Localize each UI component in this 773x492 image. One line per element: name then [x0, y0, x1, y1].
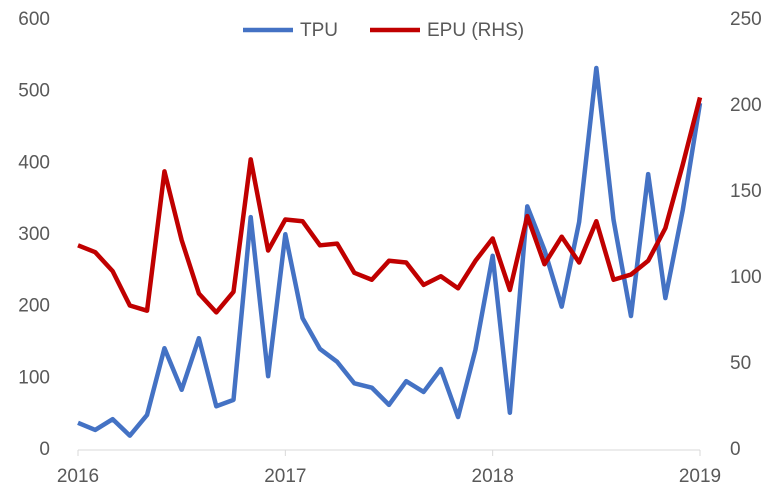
y2-tick-label: 250 [730, 9, 762, 30]
series-line [77, 65, 703, 438]
y-tick-label: 200 [18, 296, 50, 317]
x-tick-label: 2019 [679, 466, 721, 487]
y-tick-label: 400 [18, 152, 50, 173]
x-tick-label: 2018 [472, 466, 514, 487]
y2-tick-label: 0 [730, 439, 741, 460]
y-tick-label: 300 [18, 224, 50, 245]
y2-tick-label: 100 [730, 267, 762, 288]
x-tick-label: 2016 [57, 466, 99, 487]
legend-label: TPU [300, 20, 338, 41]
y-tick-label: 100 [18, 367, 50, 388]
y2-tick-label: 50 [730, 353, 751, 374]
series-line [77, 96, 703, 315]
y-tick-label: 500 [18, 81, 50, 102]
y2-tick-label: 150 [730, 181, 762, 202]
y2-tick-label: 200 [730, 95, 762, 116]
legend-label: EPU (RHS) [427, 20, 524, 41]
y-tick-label: 600 [18, 9, 50, 30]
y-tick-label: 0 [39, 439, 50, 460]
x-tick-label: 2017 [264, 466, 306, 487]
